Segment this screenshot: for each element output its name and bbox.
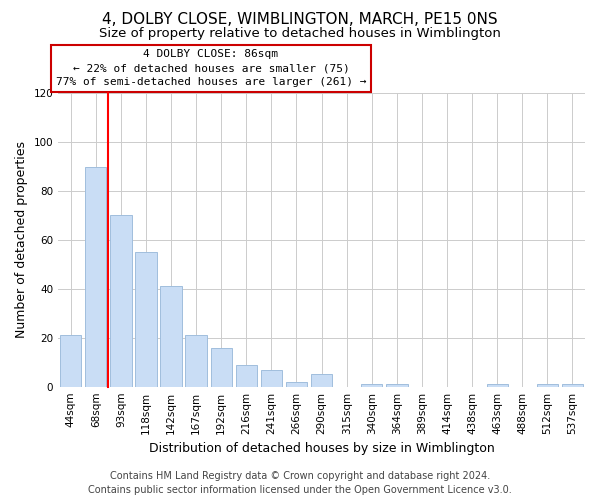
Bar xyxy=(537,384,558,386)
Bar xyxy=(110,216,131,386)
Text: Size of property relative to detached houses in Wimblington: Size of property relative to detached ho… xyxy=(99,28,501,40)
Y-axis label: Number of detached properties: Number of detached properties xyxy=(15,142,28,338)
Bar xyxy=(261,370,282,386)
Bar xyxy=(361,384,382,386)
Bar xyxy=(562,384,583,386)
Bar xyxy=(160,286,182,386)
Bar xyxy=(85,166,106,386)
Bar xyxy=(236,364,257,386)
Bar xyxy=(136,252,157,386)
X-axis label: Distribution of detached houses by size in Wimblington: Distribution of detached houses by size … xyxy=(149,442,494,455)
Bar xyxy=(185,336,207,386)
Bar xyxy=(311,374,332,386)
Bar xyxy=(60,336,82,386)
Text: 4 DOLBY CLOSE: 86sqm
← 22% of detached houses are smaller (75)
77% of semi-detac: 4 DOLBY CLOSE: 86sqm ← 22% of detached h… xyxy=(56,50,366,88)
Bar xyxy=(386,384,407,386)
Bar xyxy=(487,384,508,386)
Bar xyxy=(211,348,232,387)
Text: 4, DOLBY CLOSE, WIMBLINGTON, MARCH, PE15 0NS: 4, DOLBY CLOSE, WIMBLINGTON, MARCH, PE15… xyxy=(102,12,498,28)
Bar xyxy=(286,382,307,386)
Text: Contains HM Land Registry data © Crown copyright and database right 2024.
Contai: Contains HM Land Registry data © Crown c… xyxy=(88,471,512,495)
